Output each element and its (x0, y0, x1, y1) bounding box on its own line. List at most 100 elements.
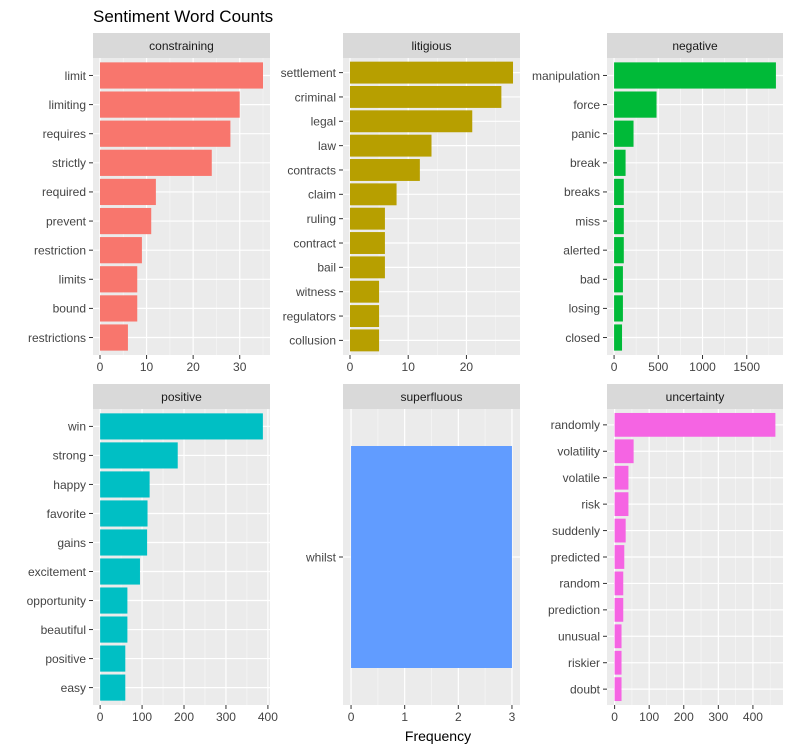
facet-panel-superfluous: superfluous 0 1 2 3 whilst (305, 384, 520, 724)
y-tick-label: prevent (46, 214, 87, 228)
y-tick-label: law (318, 139, 336, 153)
bar-prediction (614, 597, 624, 622)
y-tick-label: break (570, 156, 601, 170)
y-tick-label: excitement (28, 565, 87, 579)
y-tick-label: strong (53, 449, 86, 463)
y-tick-label: happy (53, 478, 86, 492)
bar-whilst (351, 446, 512, 668)
bar-closed (614, 324, 623, 351)
y-tick-label: regulators (283, 309, 336, 323)
bar-losing (614, 295, 623, 322)
facet-panel-constraining: constraining 0 10 20 30 limit limiting requires… (28, 33, 270, 374)
facet-strip (607, 33, 783, 58)
y-tick-label: gains (57, 536, 86, 550)
bar-riskier (614, 650, 622, 675)
y-tick-label: force (573, 98, 600, 112)
bar-witness (349, 280, 380, 303)
y-tick-label: random (559, 577, 600, 591)
bar-bound (99, 295, 138, 322)
facet-strip-label: litigious (411, 39, 451, 53)
x-axis-label: Frequency (405, 728, 471, 744)
y-tick-label: breaks (564, 185, 600, 199)
bar-regulators (349, 305, 380, 328)
bar-favorite (100, 500, 148, 527)
bar-breaks (614, 178, 624, 206)
bar-restrictions (99, 324, 128, 351)
x-tick-label: 20 (460, 360, 474, 374)
bar-doubt (614, 677, 622, 702)
x-tick-label: 10 (140, 360, 154, 374)
y-tick-label: randomly (551, 418, 600, 432)
y-tick-label: criminal (295, 90, 336, 104)
y-tick-label: riskier (568, 656, 600, 670)
x-tick-label: 1 (401, 710, 408, 724)
facet-panel-uncertainty: uncertainty 0 100 200 300 400 randomly volatili… (548, 384, 783, 724)
y-tick-label: easy (61, 681, 86, 695)
y-tick-label: losing (569, 302, 600, 316)
bar-legal (349, 110, 473, 133)
bar-claim (349, 183, 397, 206)
y-tick-label: limiting (49, 98, 86, 112)
facet-strip (93, 384, 270, 409)
bar-limits (99, 266, 138, 293)
facet-strip (343, 33, 520, 58)
bar-alerted (614, 237, 624, 264)
bar-volatile (614, 465, 629, 490)
y-tick-label: contracts (287, 163, 336, 177)
bar-limit (99, 62, 264, 89)
x-tick-label: 300 (708, 710, 728, 724)
y-tick-label: favorite (47, 507, 87, 521)
y-tick-label: whilst (305, 550, 337, 564)
x-tick-label: 0 (347, 360, 354, 374)
bar-law (349, 134, 432, 157)
bar-unusual (614, 624, 622, 649)
bar-bad (614, 266, 623, 293)
y-tick-label: ruling (307, 212, 336, 226)
x-tick-label: 30 (233, 360, 247, 374)
bar-settlement (349, 61, 514, 84)
y-tick-label: claim (308, 188, 336, 202)
bar-beautiful (100, 616, 128, 643)
y-tick-label: prediction (548, 603, 600, 617)
facet-panel-litigious: litigious 0 10 20 settlement criminal legal law… (281, 33, 520, 374)
facet-strip-label: negative (672, 39, 718, 53)
bar-miss (614, 207, 624, 235)
y-tick-label: predicted (551, 550, 600, 564)
y-tick-label: beautiful (41, 623, 86, 637)
y-tick-label: restrictions (28, 331, 86, 345)
x-tick-label: 100 (639, 710, 659, 724)
bar-suddenly (614, 518, 626, 543)
y-tick-label: positive (45, 652, 86, 666)
bar-contract (349, 232, 385, 254)
x-tick-label: 0 (97, 710, 104, 724)
x-tick-label: 400 (258, 710, 278, 724)
bar-collusion (349, 329, 380, 352)
bar-strictly (99, 149, 212, 176)
facet-strip (93, 33, 270, 58)
y-tick-label: witness (295, 285, 336, 299)
y-tick-label: volatile (563, 471, 601, 485)
y-tick-label: limits (59, 273, 86, 287)
y-tick-label: bound (53, 302, 86, 316)
y-tick-label: manipulation (532, 69, 600, 83)
bar-bail (349, 256, 385, 279)
x-tick-label: 200 (674, 710, 694, 724)
y-tick-label: suddenly (552, 524, 600, 538)
bar-randomly (614, 412, 776, 437)
bar-break (614, 149, 626, 176)
y-tick-label: bail (317, 261, 336, 275)
y-tick-label: risk (581, 497, 601, 511)
bar-excitement (100, 558, 140, 585)
x-tick-label: 2 (455, 710, 462, 724)
facet-strip-label: positive (161, 390, 202, 404)
bar-positive (100, 645, 126, 672)
bar-strong (100, 442, 178, 469)
y-tick-label: bad (580, 273, 600, 287)
y-tick-label: strictly (52, 156, 86, 170)
bar-contracts (349, 159, 420, 181)
bar-panic (614, 120, 634, 147)
bar-risk (614, 492, 629, 517)
x-tick-label: 20 (186, 360, 200, 374)
y-tick-label: legal (311, 115, 336, 129)
